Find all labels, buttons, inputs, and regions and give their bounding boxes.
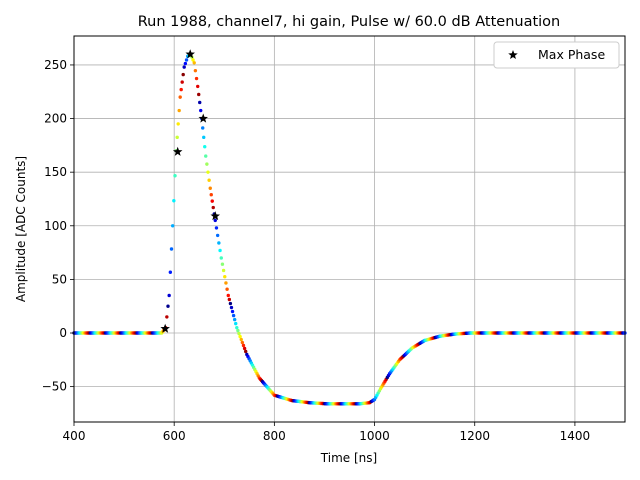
- max-phase-star: [198, 113, 208, 123]
- waveform-point: [204, 154, 208, 158]
- waveform-point: [226, 293, 230, 298]
- waveform-point: [221, 268, 226, 273]
- waveform-point: [229, 305, 234, 310]
- waveform-point: [180, 80, 184, 84]
- max-phase-star: [210, 211, 221, 221]
- legend-box: [493, 41, 620, 69]
- waveform-point: [214, 226, 219, 230]
- waveform-point: [165, 315, 169, 319]
- waveform-point: [167, 293, 171, 298]
- x-tick-label: 600: [163, 429, 186, 443]
- waveform-point: [197, 92, 201, 97]
- y-tick-label: 0: [59, 326, 67, 340]
- waveform-point: [236, 328, 240, 333]
- x-tick-label: 1000: [359, 429, 390, 443]
- waveform-point: [193, 68, 198, 73]
- waveform-point: [239, 337, 243, 342]
- waveform-point: [199, 108, 203, 113]
- waveform-point: [184, 58, 189, 62]
- waveform-series: [72, 52, 627, 406]
- legend-entry-max-phase: Max Phase: [538, 47, 605, 62]
- waveform-point: [207, 178, 211, 182]
- waveform-point: [235, 325, 239, 330]
- waveform-point: [225, 287, 229, 291]
- x-tick-label: 1200: [459, 429, 490, 443]
- waveform-point: [224, 281, 228, 285]
- waveform-point: [242, 346, 247, 351]
- waveform-point: [181, 72, 185, 77]
- waveform-point: [201, 126, 205, 130]
- waveform-point: [166, 304, 170, 308]
- waveform-point: [194, 76, 199, 81]
- y-tick-label: 150: [44, 165, 67, 179]
- waveform-point: [205, 162, 209, 166]
- waveform-point: [219, 256, 223, 260]
- waveform-point: [213, 218, 217, 223]
- waveform-point: [223, 275, 227, 279]
- legend-star-marker: [508, 50, 518, 60]
- x-tick-label: 800: [263, 429, 286, 443]
- max-phase-star: [172, 146, 183, 156]
- y-axis-label: Amplitude [ADC Counts]: [14, 156, 28, 302]
- waveform-point: [175, 135, 179, 140]
- waveform-point: [232, 317, 237, 322]
- waveform-point: [240, 340, 245, 345]
- waveform-point: [172, 199, 176, 203]
- waveform-point: [192, 61, 196, 65]
- x-axis-label: Time [ns]: [320, 451, 377, 465]
- waveform-point: [168, 270, 173, 274]
- waveform-point: [218, 248, 222, 253]
- y-tick-label: −50: [42, 380, 67, 394]
- y-tick-label: 200: [44, 112, 67, 126]
- waveform-point: [182, 65, 186, 69]
- y-tick-label: 50: [52, 272, 67, 286]
- grid-lines: [73, 36, 625, 422]
- max-phase-series: [160, 49, 221, 333]
- waveform-point: [208, 186, 212, 190]
- waveform-point: [230, 309, 235, 314]
- waveform-point: [228, 301, 233, 306]
- waveform-point: [244, 349, 248, 354]
- chart-title: Run 1988, channel7, hi gain, Pulse w/ 60…: [138, 14, 561, 30]
- waveform-point: [191, 58, 195, 62]
- x-tick-label: 400: [63, 429, 86, 443]
- x-axis: 400 600 800 1000 1200 1400: [63, 422, 591, 443]
- waveform-point: [210, 199, 214, 203]
- waveform-point: [177, 108, 181, 113]
- y-tick-label: 100: [44, 219, 67, 233]
- waveform-point: [202, 135, 206, 140]
- waveform-point: [178, 95, 182, 99]
- waveform-point: [237, 331, 241, 336]
- legend: Max Phase: [493, 41, 620, 69]
- max-phase-star: [160, 323, 170, 333]
- waveform-point: [169, 247, 174, 251]
- legend-star-icon: [508, 50, 518, 60]
- y-tick-label: 250: [44, 58, 67, 72]
- waveform-point: [227, 297, 232, 302]
- waveform-point: [170, 224, 175, 228]
- waveform-point: [238, 334, 242, 339]
- waveform-point: [176, 122, 180, 126]
- y-axis: −50 0 50 100 150 200 250: [42, 58, 74, 394]
- waveform-point: [179, 87, 183, 92]
- x-tick-label: 1400: [560, 429, 591, 443]
- waveform-point: [234, 321, 238, 326]
- waveform-point: [215, 233, 220, 238]
- waveform-point: [209, 192, 213, 197]
- waveform-point: [211, 205, 215, 210]
- plot-frame: [73, 35, 626, 423]
- waveform-point: [203, 145, 207, 149]
- max-phase-star: [185, 49, 195, 59]
- waveform-point: [183, 61, 188, 66]
- waveform-point: [231, 313, 236, 318]
- waveform-point: [217, 241, 221, 245]
- waveform-point: [220, 262, 225, 266]
- waveform-point: [198, 100, 202, 105]
- waveform-point: [241, 343, 246, 348]
- waveform-point: [173, 174, 177, 178]
- waveform-point: [196, 84, 200, 89]
- waveform-point: [206, 170, 210, 174]
